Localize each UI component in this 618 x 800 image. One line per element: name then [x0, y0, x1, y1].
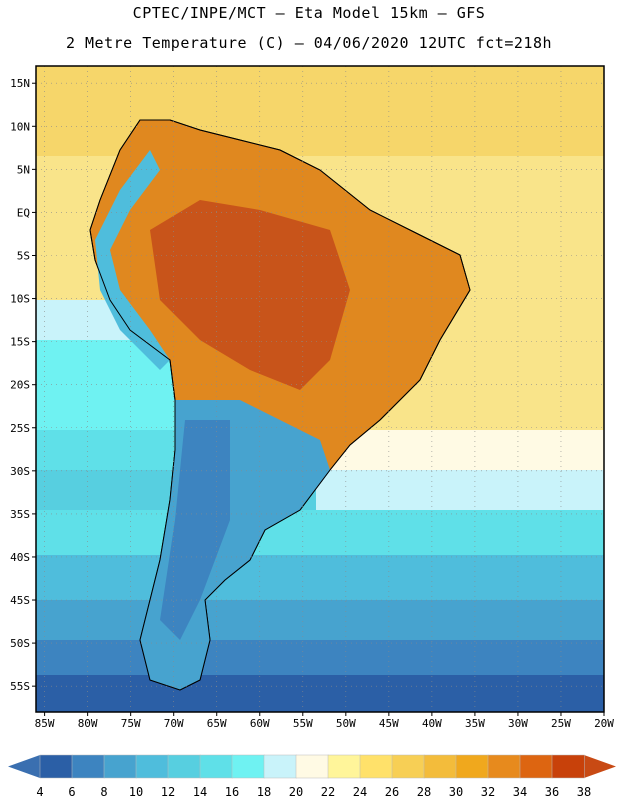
lat-label: EQ: [17, 206, 30, 219]
colorbar-low-arrow: [8, 755, 40, 778]
longitude-labels: 85W 80W 75W 70W 65W 60W 55W 50W 45W 40W 35W 30W 25W 2…: [35, 712, 614, 730]
lon-label: 25W: [551, 717, 571, 730]
lat-label: 30S: [10, 465, 30, 478]
colorbar-tick-label: 14: [193, 785, 207, 799]
colorbar-tick-label: 28: [417, 785, 431, 799]
colorbar-swatch: [359, 754, 393, 779]
map-frame: [35, 65, 605, 713]
lon-label: 75W: [121, 717, 141, 730]
lat-label: 15N: [10, 77, 30, 90]
colorbar-swatch: [135, 754, 169, 779]
colorbar-swatch: [455, 754, 489, 779]
lat-label: 50S: [10, 637, 30, 650]
colorbar-tick-label: 20: [289, 785, 303, 799]
colorbar-swatch: [39, 754, 73, 779]
colorbar-high-arrow: [584, 755, 616, 778]
map-field: [36, 66, 604, 712]
lon-label: 85W: [35, 717, 55, 730]
colorbar-tick-label: 12: [161, 785, 175, 799]
lat-label: 10S: [10, 293, 30, 306]
colorbar-tick-label: 16: [225, 785, 239, 799]
colorbar-swatch: [103, 754, 137, 779]
lat-label: 15S: [10, 336, 30, 349]
colorbar-swatch: [519, 754, 553, 779]
colorbar-tick-label: 8: [100, 785, 107, 799]
lon-label: 40W: [422, 717, 442, 730]
latitude-labels: 15N 10N 5N EQ 5S 10S 15S 20S 25S 30S 35S 40S 45S 50S 5…: [10, 77, 36, 693]
colorbar-swatch: [551, 754, 585, 779]
lat-label: 40S: [10, 551, 30, 564]
lon-label: 70W: [164, 717, 184, 730]
lat-label: 5N: [17, 163, 30, 176]
colorbar-swatch: [327, 754, 361, 779]
lon-label: 80W: [78, 717, 98, 730]
lon-label: 35W: [465, 717, 485, 730]
colorbar-swatch: [167, 754, 201, 779]
colorbar-tick-label: 6: [68, 785, 75, 799]
colorbar-tick-label: 34: [513, 785, 527, 799]
lon-label: 45W: [379, 717, 399, 730]
colorbar-swatch: [295, 754, 329, 779]
lon-label: 20W: [594, 717, 614, 730]
lat-label: 35S: [10, 508, 30, 521]
colorbar-tick-label: 10: [129, 785, 143, 799]
colorbar: 4 6 8 10 12 14 16 18 20 22 24 26 28 30 32 34 36 38: [8, 754, 616, 799]
lat-label: 20S: [10, 379, 30, 392]
colorbar-swatch: [71, 754, 105, 779]
lon-label: 55W: [293, 717, 313, 730]
lat-label: 55S: [10, 680, 30, 693]
colorbar-tick-label: 32: [481, 785, 495, 799]
colorbar-swatch: [263, 754, 297, 779]
colorbar-swatch: [231, 754, 265, 779]
lat-label: 10N: [10, 120, 30, 133]
colorbar-swatch: [391, 754, 425, 779]
chart-title-line2: 2 Metre Temperature (C) – 04/06/2020 12U…: [65, 34, 553, 52]
colorbar-tick-label: 18: [257, 785, 271, 799]
colorbar-tick-label: 38: [577, 785, 591, 799]
colorbar-tick-label: 24: [353, 785, 367, 799]
lon-label: 30W: [508, 717, 528, 730]
colorbar-tick-label: 26: [385, 785, 399, 799]
colorbar-tick-label: 4: [36, 785, 43, 799]
colorbar-tick-label: 30: [449, 785, 463, 799]
lon-label: 60W: [250, 717, 270, 730]
colorbar-tick-label: 22: [321, 785, 335, 799]
lon-label: 65W: [207, 717, 227, 730]
lat-label: 5S: [17, 249, 30, 262]
lat-label: 45S: [10, 594, 30, 607]
chart-title-line1: CPTEC/INPE/MCT – Eta Model 15km – GFS: [132, 4, 486, 22]
colorbar-swatch: [199, 754, 233, 779]
colorbar-swatch: [487, 754, 521, 779]
colorbar-tick-label: 36: [545, 785, 559, 799]
lat-label: 25S: [10, 422, 30, 435]
colorbar-swatch: [423, 754, 457, 779]
lon-label: 50W: [336, 717, 356, 730]
